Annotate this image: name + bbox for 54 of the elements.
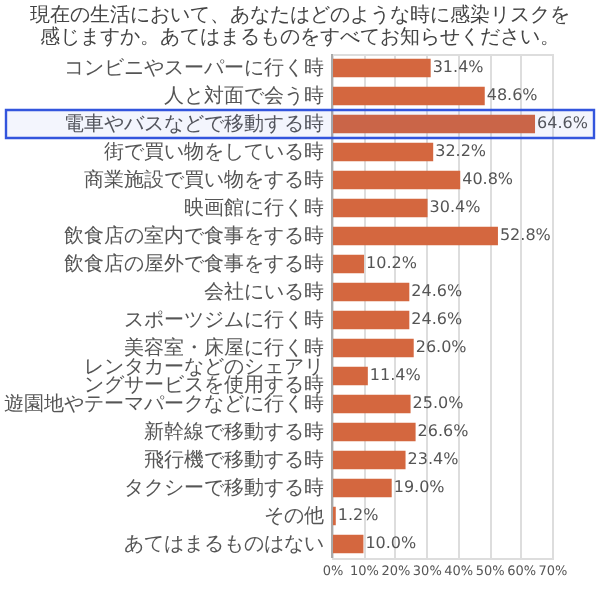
bar <box>332 170 461 190</box>
y-tick-label: 飲食店の室内で食事をする時 <box>64 224 324 248</box>
bar <box>332 226 498 246</box>
bar <box>332 142 434 162</box>
data-label: 19.0% <box>393 478 446 496</box>
y-tick-label: コンビニやスーパーに行く時 <box>64 56 324 80</box>
y-tick-label: タクシーで移動する時 <box>124 476 324 500</box>
y-tick-label: 会社にいる時 <box>204 280 324 304</box>
data-label: 1.2% <box>337 506 380 524</box>
data-label: 23.4% <box>407 450 460 468</box>
y-tick-label: 美容室・床屋に行く時 <box>124 336 324 360</box>
bar <box>332 366 368 386</box>
bar <box>332 198 428 218</box>
bar <box>332 450 406 470</box>
bar <box>332 394 411 414</box>
chart-title: 現在の生活において、あなたはどのような時に感染リスクを感じますか。あてはまるものをすべてお知らせください。 <box>30 3 570 49</box>
y-tick-label: 人と対面で会う時 <box>164 84 324 108</box>
y-tick-label: 新幹線で移動する時 <box>144 420 324 444</box>
y-tick-label: あてはまるものはない <box>124 534 324 556</box>
data-label: 25.0% <box>412 394 465 412</box>
data-label: 24.6% <box>411 310 463 328</box>
y-tick-label: 飲食店の屋外で食事をする時 <box>64 252 324 276</box>
bar <box>332 282 410 302</box>
data-label: 11.4% <box>369 366 422 384</box>
data-label: 10.0% <box>365 534 418 552</box>
data-label: 64.6% <box>537 114 589 132</box>
data-label: 52.8% <box>499 226 552 244</box>
data-label: 26.6% <box>417 422 470 440</box>
y-tick-label: 飛行機で移動する時 <box>144 448 324 472</box>
data-label: 26.0% <box>415 338 468 356</box>
y-tick-label: 商業施設で買い物をする時 <box>84 168 324 192</box>
bar <box>332 310 410 330</box>
y-tick-label: 遊園地やテーマパークなどに行く時 <box>4 392 324 416</box>
data-label: 31.4% <box>432 58 485 76</box>
bar <box>332 422 416 442</box>
data-label: 30.4% <box>429 198 482 216</box>
y-tick-label: 電車やバスなどで移動する時 <box>64 112 324 136</box>
bar <box>332 338 414 358</box>
y-tick-label: 映画館に行く時 <box>184 196 324 220</box>
bar <box>332 478 392 498</box>
y-tick-label: その他 <box>264 504 324 528</box>
data-label: 24.6% <box>411 282 463 300</box>
bar <box>332 58 431 78</box>
y-tick-label: スポーツジムに行く時 <box>124 308 324 332</box>
bar <box>332 534 364 554</box>
y-tick-label: レンタカーなどのシェアリングサービスを使用する時 <box>84 357 324 397</box>
data-label: 40.8% <box>462 170 514 188</box>
data-label: 32.2% <box>435 142 487 160</box>
data-label: 48.6% <box>486 86 539 104</box>
bar <box>332 86 485 106</box>
bar <box>332 114 536 134</box>
y-tick-label: 街で買い物をしている時 <box>104 140 324 164</box>
data-label: 10.2% <box>366 254 418 272</box>
bar <box>332 254 365 274</box>
